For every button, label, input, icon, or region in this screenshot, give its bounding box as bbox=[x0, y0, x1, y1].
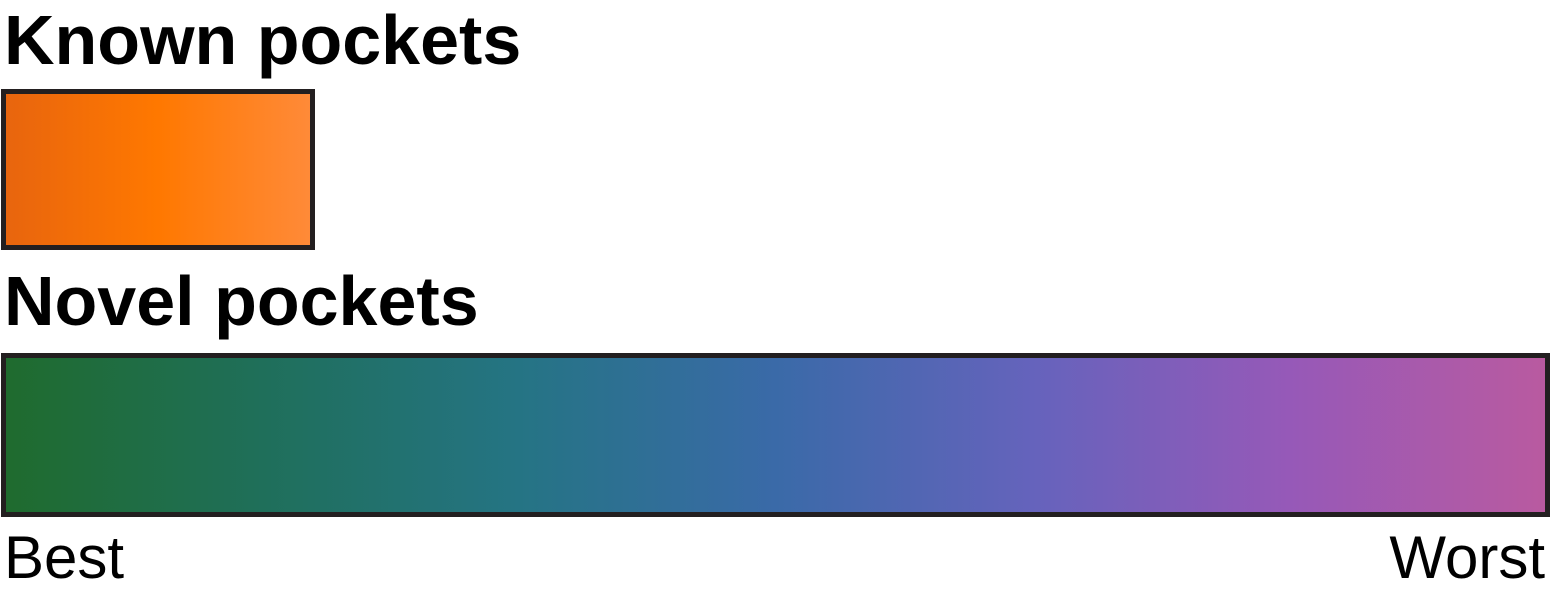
known-pockets-title: Known pockets bbox=[4, 1, 522, 79]
known-pockets-color-swatch bbox=[1, 89, 315, 250]
scale-worst-label: Worst bbox=[1389, 524, 1545, 591]
novel-pockets-color-scale bbox=[1, 353, 1550, 517]
scale-best-label: Best bbox=[4, 524, 125, 591]
novel-pockets-title: Novel pockets bbox=[4, 262, 479, 340]
